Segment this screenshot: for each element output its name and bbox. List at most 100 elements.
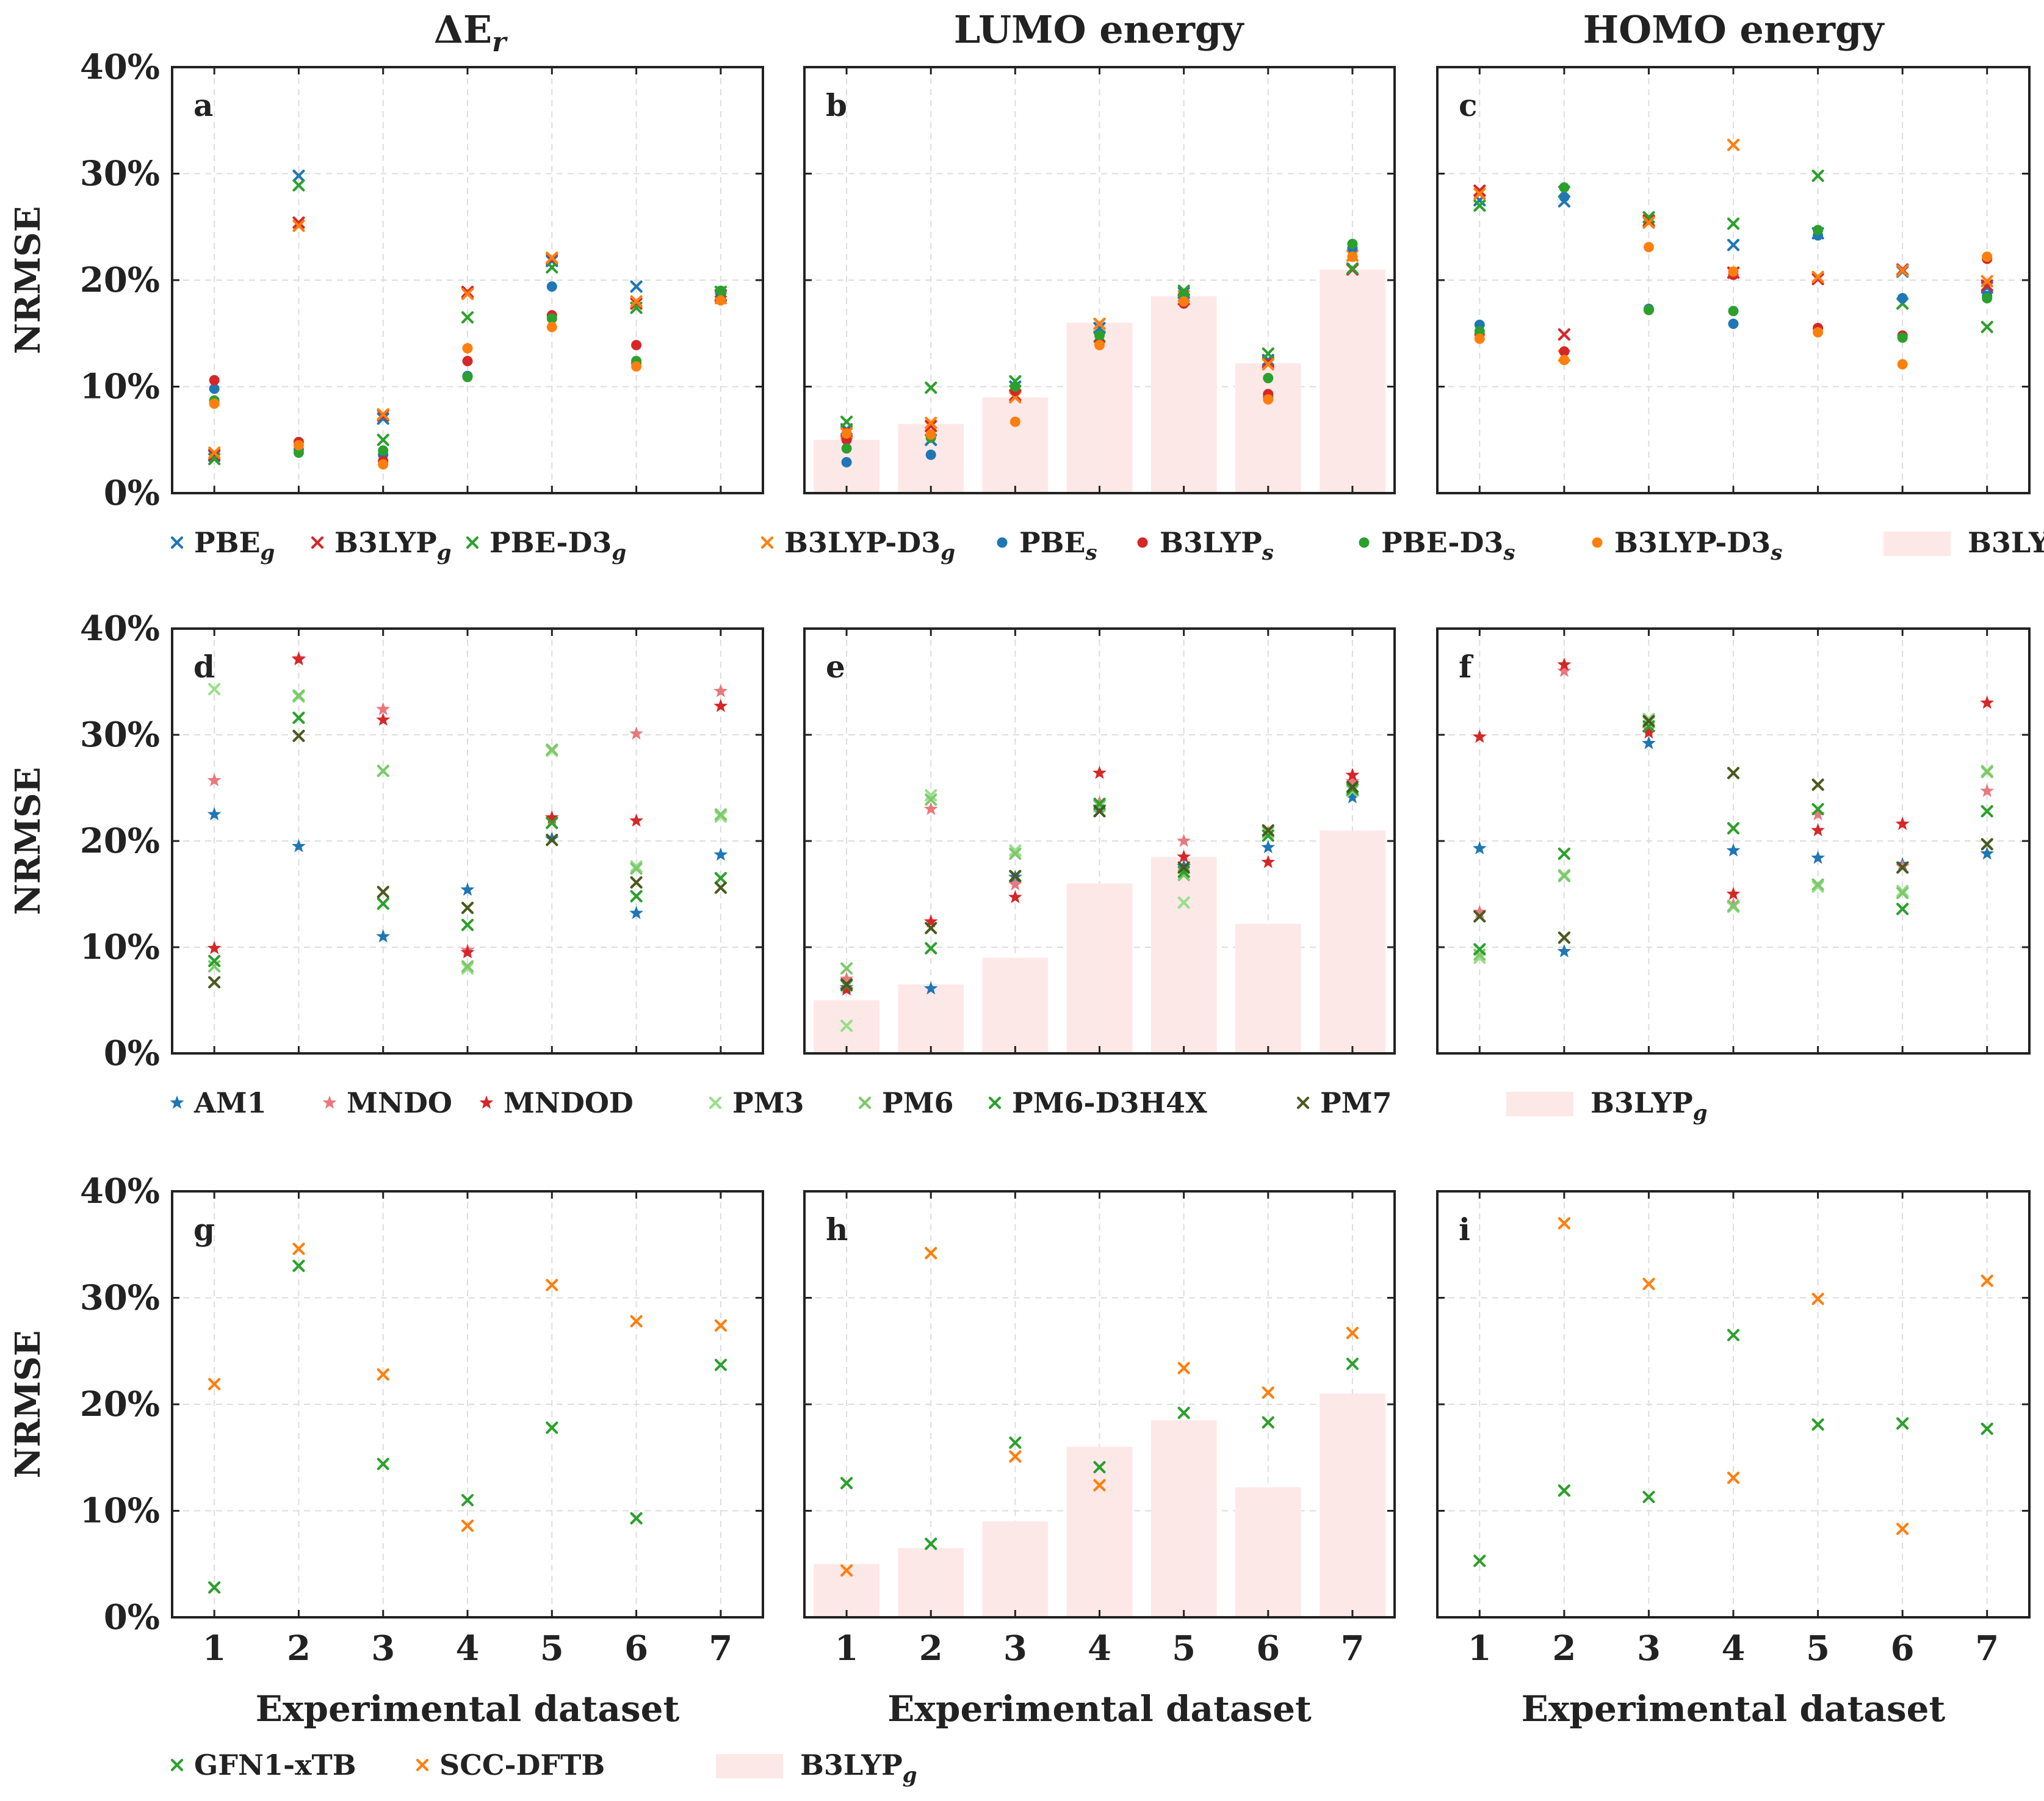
legend-entry-b3lyp-g: B3LYPg xyxy=(311,526,452,565)
xtick-label: 6 xyxy=(624,1628,648,1669)
point-pm6-d3h4x-2 xyxy=(1558,847,1570,860)
legend-1: PBEg B3LYPg PBE-D3g B3LYP-D3g PBEs B3LYPs PBE-… xyxy=(170,526,2044,565)
point-gfn1-xtb-3 xyxy=(1642,1490,1655,1503)
point-b3lyp-s-6 xyxy=(631,339,642,350)
point-pm6-d3h4x-7 xyxy=(714,872,727,884)
point-b3lyp-d3-s-2 xyxy=(925,429,936,440)
plot-frame xyxy=(1436,627,2031,1055)
point-pbe-d3-s-3 xyxy=(378,445,389,456)
xtick-label: 1 xyxy=(1468,1628,1492,1669)
point-scc-dftb-3 xyxy=(1642,1277,1655,1290)
point-am1-4 xyxy=(460,882,475,896)
legend-marker xyxy=(709,1096,722,1110)
point-am1-2 xyxy=(923,981,938,995)
point-mndod-4 xyxy=(1726,887,1741,900)
point-b3lyp-d3-g-3 xyxy=(1642,216,1655,229)
legend-label: B3LYPg xyxy=(800,1749,917,1788)
column-title-subscript: r xyxy=(492,27,508,58)
point-mndod-1 xyxy=(839,982,854,996)
point-scc-dftb-6 xyxy=(630,1315,643,1327)
point-gfn1-xtb-4 xyxy=(461,1493,474,1507)
point-scc-dftb-2 xyxy=(925,1247,937,1260)
point-pm3-3 xyxy=(1009,844,1022,857)
point-pm7-6 xyxy=(630,876,643,889)
point-b3lyp-d3-g-4 xyxy=(1093,317,1106,330)
point-gfn1-xtb-2 xyxy=(925,1537,937,1550)
point-pm3-5 xyxy=(1811,880,1824,893)
point-pm7-5 xyxy=(1811,778,1824,791)
legend-marker xyxy=(416,1758,429,1772)
point-scc-dftb-4 xyxy=(461,1519,474,1532)
legend-marker xyxy=(170,536,184,549)
legend-entry-pbe-d3-g: PBE-D3g xyxy=(466,526,626,565)
legend-marker xyxy=(466,536,479,549)
point-am1-4 xyxy=(1726,843,1741,857)
point-scc-dftb-1 xyxy=(840,1564,853,1577)
point-pbe-d3-s-2 xyxy=(293,447,304,458)
point-pm6-1 xyxy=(840,962,853,975)
point-pbe-d3-s-5 xyxy=(546,313,557,324)
legend-label: AM1 xyxy=(193,1086,267,1119)
point-b3lyp-d3-g-1 xyxy=(208,446,221,459)
xtick-label: 5 xyxy=(1806,1628,1830,1669)
ytick-label: 40% xyxy=(80,608,160,649)
point-scc-dftb-5 xyxy=(1811,1293,1824,1305)
x-axis-label: Experimental dataset xyxy=(887,1688,1312,1730)
point-pm6-3 xyxy=(1009,847,1022,860)
point-scc-dftb-7 xyxy=(1981,1274,1993,1287)
panel-g: 0% 10% 20% 30% 40% 1 2 3 4 5 6 7 g NRMSE Experimental … xyxy=(8,1171,764,1730)
point-pm6-d3h4x-6 xyxy=(1896,903,1909,915)
legend-label: MNDO xyxy=(347,1086,452,1119)
point-pbe-d3-s-1 xyxy=(1474,326,1485,337)
xtick-label: 4 xyxy=(1088,1628,1111,1669)
point-mndo-7 xyxy=(1345,774,1360,788)
point-b3lyp-d3-g-3 xyxy=(377,408,389,420)
point-gfn1-xtb-6 xyxy=(1262,1416,1274,1429)
point-gfn1-xtb-7 xyxy=(1346,1357,1359,1370)
point-b3lyp-d3-g-7 xyxy=(1981,275,1993,287)
point-mndo-2 xyxy=(923,801,938,815)
legend-entry-b3lyp-s: B3LYPs xyxy=(1137,526,1274,565)
legend-label-text: PM6-D3H4X xyxy=(1012,1086,1207,1119)
bar-b3lypg-3 xyxy=(982,958,1049,1053)
legend-entry-b3lyp-g: B3LYPg xyxy=(1883,526,2044,559)
point-pbe-s-1 xyxy=(209,383,220,394)
point-mndo-1 xyxy=(839,972,854,985)
point-pbe-g-2 xyxy=(292,169,305,182)
point-pbe-g-3 xyxy=(377,412,389,425)
point-b3lyp-d3-s-4 xyxy=(462,343,473,354)
point-mndod-6 xyxy=(1261,854,1276,868)
xtick-label: 1 xyxy=(835,1628,859,1669)
point-b3lyp-d3-g-6 xyxy=(1262,358,1274,370)
y-axis-label: NRMSE xyxy=(8,1330,48,1479)
legend-label-text: B3LYP xyxy=(800,1749,903,1781)
point-b3lyp-d3-s-7 xyxy=(1982,251,1993,262)
series-scc-dftb xyxy=(840,1247,1359,1577)
series-b3lyp-d3-s xyxy=(1474,242,1993,370)
panel-d: 0% 10% 20% 30% 40% d NRMSE xyxy=(8,608,764,1074)
point-b3lyp-d3-g-5 xyxy=(546,251,558,264)
point-gfn1-xtb-2 xyxy=(292,1260,305,1272)
point-b3lyp-d3-g-4 xyxy=(1727,139,1740,151)
legend-3: GFN1-xTB SCC-DFTB B3LYPg xyxy=(170,1749,917,1788)
point-mndod-7 xyxy=(1980,695,1995,709)
legend-label-text: AM1 xyxy=(193,1086,267,1119)
series-scc-dftb xyxy=(208,1243,727,1532)
point-b3lyp-g-1 xyxy=(208,449,221,461)
point-b3lyp-d3-s-3 xyxy=(1643,242,1654,253)
bar-b3lypg-5 xyxy=(1150,857,1217,1053)
ytick-label: 40% xyxy=(80,1171,160,1211)
legend-marker xyxy=(1359,537,1370,548)
point-mndod-1 xyxy=(207,940,222,955)
point-pm6-6 xyxy=(1896,887,1909,900)
point-mndod-5 xyxy=(1177,850,1191,863)
series-gfn1-xtb xyxy=(208,1260,727,1594)
legend-label: PM6 xyxy=(882,1086,954,1119)
point-mndo-5 xyxy=(1177,834,1191,847)
series-gfn1-xtb xyxy=(840,1357,1359,1550)
point-pm6-d3h4x-1 xyxy=(208,955,221,967)
legend-label-text: B3LYP xyxy=(1591,1086,1693,1119)
point-am1-7 xyxy=(713,847,728,861)
legend-label-text: B3LYP xyxy=(334,526,437,559)
point-pm6-d3h4x-7 xyxy=(1981,805,1993,818)
